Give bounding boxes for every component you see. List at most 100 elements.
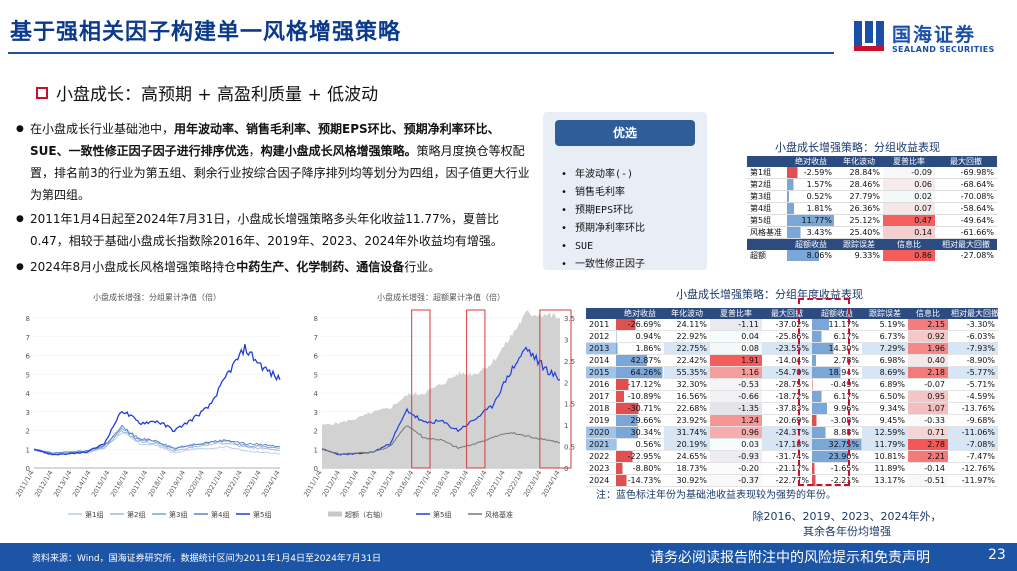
highlight-period-box — [466, 309, 486, 469]
series-line — [321, 346, 560, 456]
table-cell: 1.86% — [616, 342, 664, 355]
table-cell: 2.15 — [908, 319, 948, 331]
table-cell: -2.59% — [787, 167, 835, 179]
table-cell: -12.76% — [961, 464, 995, 473]
excess-nav-chart: 小盘成长增强：超额累计净值（倍） 0 1 2 3 4 5 6 7 8 0 0.5 1 1.5 2 2.5 3 3.… — [302, 292, 575, 519]
table-cell: 2014 — [589, 356, 610, 365]
y2-tick-label: 2.5 — [564, 358, 575, 366]
table-row: 2014 42.87% 22.42% 1.91 -14.04% 2.78% 6.98% 0.4… — [586, 354, 998, 367]
table-header-cell: 相对最大回撤 — [948, 308, 998, 319]
table-cell: -0.07 — [908, 378, 948, 391]
table-cell: 2011 — [589, 320, 610, 329]
table-cell: -0.33 — [908, 414, 948, 427]
table-cell: 2018 — [589, 404, 610, 413]
table-row: 风格基准 3.43% 25.40% 0.14 -61.66% — [747, 226, 997, 239]
table-cell: -61.66% — [960, 228, 994, 237]
section-heading-text: 小盘成长：高预期 + 高盈利质量 + 低波动 — [56, 85, 379, 105]
sealand-logo-icon — [854, 21, 884, 51]
table-cell: 24.11% — [676, 320, 707, 329]
highlight-dashed-box — [798, 298, 850, 486]
chart-title: 小盘成长增强：分组累计净值（倍） — [93, 292, 221, 302]
table-header-cell: 夏普比率 — [710, 308, 762, 319]
table-cell: 9.33% — [854, 251, 880, 260]
table-cell: 13.17% — [874, 476, 905, 485]
table-header-cell: 跟踪误差 — [835, 238, 883, 250]
group-return-table: 绝对收益 年化波动 夏普比率 最大回撤 第1组 -2.59% 28.84% -0.09 -69.… — [747, 156, 997, 261]
highlight-period-box — [539, 309, 572, 469]
bullet-3-text-b: 中药生产、化学制药、通信设备 — [236, 260, 405, 274]
y-tick-label: 5 — [314, 371, 318, 379]
series-line — [34, 343, 281, 456]
legend-label: 超额（右轴） — [345, 510, 387, 519]
bullet-3: 2024年8月小盘成长风格增强策略持仓中药生产、化学制药、通信设备行业。 — [16, 256, 530, 278]
table-row: 第1组 -2.59% 28.84% -0.09 -69.98% — [747, 167, 997, 179]
table-cell: -7.08% — [948, 438, 998, 451]
table-cell: -14.04% — [775, 356, 809, 365]
table-header-row: 绝对收益 年化波动 夏普比率 最大回撤 超额收益 跟踪误差 信息比 相对最大回撤 — [586, 308, 998, 319]
y-tick-label: 3 — [26, 409, 30, 417]
table-cell: -0.53 — [710, 378, 762, 391]
table-cell: 第5组 — [750, 216, 772, 225]
table-cell: 2013 — [586, 342, 616, 355]
table-cell: 9.34% — [879, 404, 905, 413]
factor-item: SUE — [561, 238, 645, 256]
table-cell: 1.07 — [908, 402, 948, 415]
table-cell: -8.90% — [966, 356, 995, 365]
table-cell: -1.35 — [710, 402, 762, 415]
y-tick-label: 4 — [26, 390, 31, 398]
table-cell: 0.71 — [908, 426, 948, 439]
table-cell: -25.86% — [775, 332, 809, 341]
factor-selection-header: 优选 — [555, 120, 695, 146]
table-cell: -8.80% — [616, 462, 664, 475]
y2-tick-label: 3 — [564, 336, 568, 344]
table-cell: 6.73% — [879, 332, 905, 341]
factor-list: 年波动率(-) 销售毛利率 预期EPS环比 预期净利率环比 SUE 一致性修正因… — [561, 166, 645, 274]
table-cell: 风格基准 — [750, 228, 782, 237]
table-cell: 2024 — [589, 476, 610, 485]
table-cell: 28.84% — [849, 168, 880, 177]
y2-tick-label: 1.5 — [564, 401, 575, 409]
bullet-1-text-d: 构建小盘成长风格增强策略。 — [260, 144, 417, 158]
table-cell: -14.73% — [616, 474, 664, 487]
bullet-1-text-a: 在小盘成长行业基础池中， — [30, 122, 175, 136]
excess-area — [322, 310, 560, 468]
table-row: 2017 -10.89% 16.56% -0.66 -18.72% 6.17% 6.50% 0… — [586, 390, 998, 403]
table-cell: -17.12% — [616, 378, 664, 391]
table-cell: 18.73% — [676, 464, 707, 473]
table-cell: -0.66 — [710, 390, 762, 403]
table-cell: 11.77% — [787, 214, 835, 227]
table-row: 2015 64.26% 55.35% 1.16 -54.70% 18.94% 8.69% 2.… — [586, 366, 998, 379]
table-cell: -1.11 — [710, 319, 762, 331]
disclaimer: 请务必阅读报告附注中的风险提示和免责声明 — [650, 550, 930, 566]
legend-label: 第3组 — [169, 510, 187, 519]
table-row: 2021 0.56% 20.19% 0.03 -17.18% 32.75% 11.79% 2.… — [586, 438, 998, 451]
table-cell: -5.77% — [948, 366, 998, 379]
y-tick-label: 1 — [314, 446, 318, 454]
table-cell: -20.69% — [775, 416, 809, 425]
table-cell: 7.29% — [862, 342, 908, 355]
table-cell: 11.89% — [874, 464, 905, 473]
table-header-cell: 超额收益 — [787, 238, 835, 250]
table-cell: 第3组 — [750, 192, 772, 201]
table-cell: 2020 — [586, 426, 616, 439]
table-cell: -49.64% — [960, 216, 994, 225]
y-tick-label: 7 — [26, 334, 30, 342]
table-cell: 42.87% — [616, 354, 664, 367]
legend-label: 第5组 — [253, 510, 271, 519]
table-cell: 30.34% — [616, 426, 664, 439]
bullet-2: 2011年1月4日起至2024年7月31日，小盘成长增强策略多头年化收益11.7… — [16, 208, 530, 252]
table-cell: 1.57% — [787, 178, 835, 191]
table-cell: -5.71% — [966, 380, 995, 389]
factor-item: 年波动率(-) — [561, 166, 645, 184]
table-note: 注：蓝色标注年份为基础池收益表现较为强势的年份。 — [596, 490, 836, 501]
table-header-cell — [747, 156, 787, 167]
checkbox-icon — [36, 87, 48, 99]
y-tick-label: 0 — [314, 465, 318, 473]
table-header-cell: 信息比 — [883, 238, 935, 250]
table-cell: 22.68% — [676, 404, 707, 413]
table-cell: 第1组 — [750, 168, 772, 177]
table-cell: -26.69% — [616, 319, 664, 331]
footer-bar: 资料来源：Wind，国海证券研究所，数据统计区间为2011年1月4日至2024年… — [0, 543, 1017, 571]
table-cell: 23.92% — [676, 416, 707, 425]
y-tick-label: 2 — [314, 428, 318, 436]
